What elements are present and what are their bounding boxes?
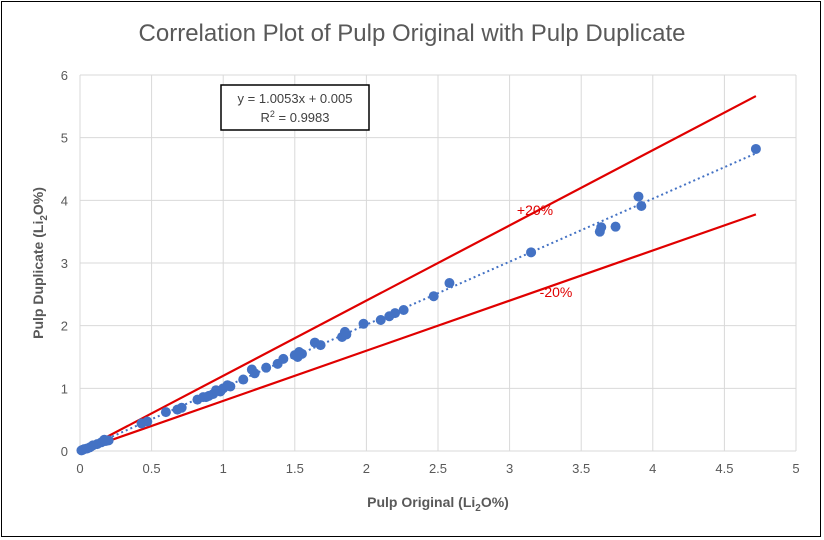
y-tick-label: 5 <box>61 131 68 146</box>
data-point <box>142 416 153 427</box>
x-tick-label: 2.5 <box>429 461 447 476</box>
data-point <box>278 353 289 364</box>
data-point <box>398 305 409 315</box>
y-tick-label: 0 <box>61 444 68 459</box>
y-tick-label: 1 <box>61 381 68 396</box>
y-tick-label: 3 <box>61 256 68 271</box>
data-point <box>341 329 352 340</box>
minus-20-label: -20% <box>540 284 573 300</box>
x-tick-label: 2 <box>363 461 370 476</box>
x-tick-label: 0 <box>76 461 83 476</box>
data-point <box>261 362 272 373</box>
data-point <box>249 368 260 379</box>
band-line <box>79 213 757 453</box>
x-tick-labels: 0 0.5 1 1.5 2 2.5 3 3.5 4 4.5 5 <box>76 461 799 476</box>
data-point <box>103 435 114 446</box>
x-tick-label: 3.5 <box>572 461 590 476</box>
data-point <box>750 143 761 154</box>
data-point <box>358 318 369 329</box>
y-tick-label: 6 <box>61 68 68 83</box>
equation-box-border <box>220 84 370 131</box>
data-point <box>610 221 621 232</box>
data-points <box>76 143 761 456</box>
x-tick-label: 4.5 <box>715 461 733 476</box>
r-squared-label: R2 = 0.9983 <box>261 109 330 125</box>
y-axis-title: Pulp Duplicate (Li2O%) <box>30 187 50 339</box>
equation-box: y = 1.0053x + 0.005 R2 = 0.9983 <box>220 84 370 131</box>
data-point <box>225 381 236 392</box>
x-axis-title: Pulp Original (Li2O%) <box>367 494 509 514</box>
x-tick-label: 1.5 <box>286 461 304 476</box>
y-tick-labels: 0 1 2 3 4 5 6 <box>61 68 68 459</box>
x-tick-label: 0.5 <box>143 461 161 476</box>
data-point <box>526 247 537 258</box>
y-tick-label: 2 <box>61 319 68 334</box>
plus-20-label: +20% <box>517 202 553 218</box>
trendline-equation: y = 1.0053x + 0.005 <box>238 91 353 106</box>
band-line <box>79 95 757 452</box>
data-point <box>375 315 386 326</box>
data-point <box>428 291 439 302</box>
data-point <box>176 402 187 413</box>
tolerance-bands <box>79 95 757 453</box>
x-tick-label: 3 <box>506 461 513 476</box>
x-tick-label: 4 <box>649 461 656 476</box>
data-point <box>444 278 455 289</box>
y-tick-label: 4 <box>61 193 68 208</box>
data-point <box>390 308 401 319</box>
data-point <box>160 407 171 418</box>
x-tick-label: 5 <box>792 461 799 476</box>
data-point <box>633 191 644 202</box>
data-point <box>596 222 607 233</box>
chart-title: Correlation Plot of Pulp Original with P… <box>138 20 686 47</box>
x-tick-label: 1 <box>220 461 227 476</box>
data-point <box>315 340 326 351</box>
data-point <box>636 200 647 211</box>
data-point <box>238 374 249 385</box>
data-point <box>294 346 305 357</box>
